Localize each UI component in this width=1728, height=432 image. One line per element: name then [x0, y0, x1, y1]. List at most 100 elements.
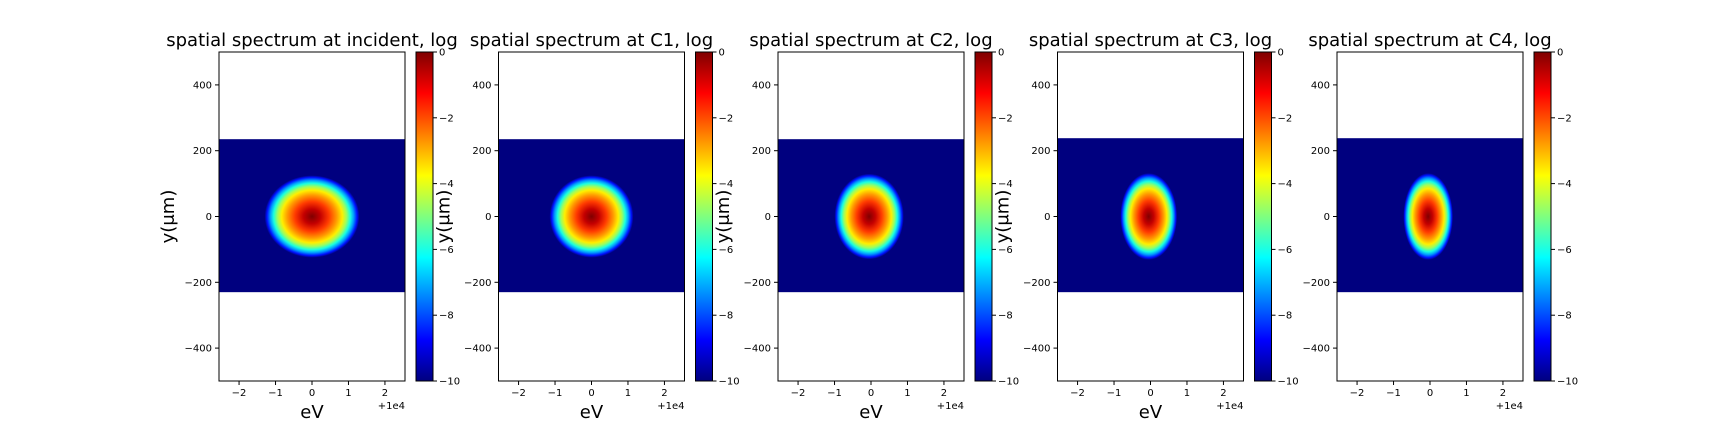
x-tick-label: −1	[268, 388, 283, 399]
intensity-spot	[264, 175, 360, 258]
intensity-spot	[1403, 173, 1453, 260]
y-tick-label: 0	[206, 212, 212, 223]
y-tick-label: 200	[752, 146, 771, 157]
x-offset-label: +1e4	[937, 401, 964, 412]
subplot-3: spatial spectrum at C2, log−2 −1 0 1 2+1e440…	[713, 30, 1019, 423]
y-axis-label: y(μm)	[713, 190, 734, 244]
colorbar-tick-label: −2	[439, 113, 454, 124]
x-tick-label: −2	[791, 388, 806, 399]
colorbar-tick-label: 0	[1278, 48, 1284, 59]
x-tick-label: 1	[345, 388, 351, 399]
colorbar-tick-label: −6	[998, 245, 1013, 256]
colorbar-tick-label: −4	[1278, 179, 1293, 190]
y-axis-label: y(μm)	[993, 190, 1014, 244]
x-axis-label: eV	[859, 402, 883, 423]
colorbar-tick-label: −8	[998, 311, 1013, 322]
colorbar-tick-label: 0	[998, 48, 1004, 59]
chart-title: spatial spectrum at C1, log	[470, 30, 713, 51]
colorbar-tick-label: −10	[1557, 377, 1578, 388]
x-tick-label: 2	[661, 388, 667, 399]
x-tick-label: 0	[1147, 388, 1153, 399]
y-tick-label: −200	[744, 278, 771, 289]
colorbar	[1254, 51, 1272, 382]
colorbar-tick-label: −8	[719, 311, 734, 322]
colorbar-tick-label: −2	[1557, 113, 1572, 124]
y-tick-label: 200	[1311, 146, 1330, 157]
y-tick-label: 200	[472, 146, 491, 157]
colorbar-tick-label: 0	[1557, 48, 1563, 59]
x-tick-label: 1	[904, 388, 910, 399]
y-tick-label: 0	[485, 212, 491, 223]
heatmap-area	[1337, 138, 1523, 293]
x-tick-label: 2	[1500, 388, 1506, 399]
intensity-spot	[549, 175, 634, 258]
colorbar-tick-label: −8	[1557, 311, 1572, 322]
x-tick-label: 1	[1184, 388, 1190, 399]
colorbar	[695, 51, 713, 382]
y-tick-label: 0	[1044, 212, 1050, 223]
x-tick-label: 1	[1463, 388, 1469, 399]
x-tick-label: −2	[232, 388, 247, 399]
x-offset-label: +1e4	[378, 401, 405, 412]
x-tick-label: 0	[1427, 388, 1433, 399]
subplot-5: spatial spectrum at C4, log−2 −1 0 1 2+1e440…	[1303, 30, 1579, 412]
y-tick-label: −400	[1303, 344, 1330, 355]
colorbar-tick-label: 0	[719, 48, 725, 59]
x-tick-label: −1	[548, 388, 563, 399]
y-tick-label: −200	[185, 278, 212, 289]
colorbar-tick-label: −4	[439, 179, 454, 190]
colorbar-tick-label: −6	[439, 245, 454, 256]
colorbar-tick-label: −2	[719, 113, 734, 124]
chart-title: spatial spectrum at C2, log	[749, 30, 992, 51]
x-offset-label: +1e4	[657, 401, 684, 412]
x-tick-label: −2	[511, 388, 526, 399]
x-tick-label: −2	[1070, 388, 1085, 399]
y-axis-label: y(μm)	[434, 190, 455, 244]
y-tick-label: −400	[1023, 344, 1050, 355]
colorbar-tick-label: −2	[1278, 113, 1293, 124]
colorbar-tick-label: −6	[1278, 245, 1293, 256]
heatmap-area	[498, 139, 685, 293]
colorbar	[1533, 51, 1552, 382]
y-tick-label: 0	[1324, 212, 1330, 223]
y-tick-label: 400	[752, 80, 771, 91]
y-tick-label: 0	[765, 212, 771, 223]
colorbar-tick-label: −4	[1557, 179, 1572, 190]
x-axis-label: eV	[580, 402, 604, 423]
y-tick-label: 400	[1311, 80, 1330, 91]
x-tick-label: 2	[382, 388, 388, 399]
y-tick-label: −400	[464, 344, 491, 355]
colorbar-tick-label: −2	[998, 113, 1013, 124]
subplot-2: spatial spectrum at C1, log−2 −1 0 1 2+1e440…	[434, 30, 740, 423]
x-offset-label: +1e4	[1496, 401, 1523, 412]
y-tick-label: 400	[193, 80, 212, 91]
y-tick-label: 400	[472, 80, 491, 91]
y-tick-label: 200	[1031, 146, 1050, 157]
y-tick-label: 400	[1031, 80, 1050, 91]
x-tick-label: −1	[1386, 388, 1401, 399]
x-tick-label: 1	[625, 388, 631, 399]
y-tick-label: −200	[1023, 278, 1050, 289]
colorbar-tick-label: −8	[439, 311, 454, 322]
colorbar	[415, 51, 434, 382]
x-tick-label: 0	[588, 388, 594, 399]
subplot-4: spatial spectrum at C3, log−2 −1 0 1 2+1e440…	[993, 30, 1299, 423]
y-tick-label: −200	[464, 278, 491, 289]
x-tick-label: 2	[941, 388, 947, 399]
colorbar-tick-label: −10	[439, 377, 460, 388]
intensity-spot	[1120, 173, 1178, 260]
colorbar-tick-label: −10	[998, 377, 1019, 388]
x-axis-label: eV	[1139, 402, 1163, 423]
x-offset-label: +1e4	[1216, 401, 1243, 412]
chart-title: spatial spectrum at C4, log	[1308, 30, 1551, 51]
colorbar-tick-label: −4	[998, 179, 1013, 190]
colorbar-tick-label: −8	[1278, 311, 1293, 322]
x-tick-label: −1	[827, 388, 842, 399]
colorbar-tick-label: −4	[719, 179, 734, 190]
heatmap-area	[778, 139, 964, 293]
heatmap-area	[1057, 138, 1244, 293]
colorbar-tick-label: −6	[1557, 245, 1572, 256]
x-tick-label: 0	[868, 388, 874, 399]
chart-title: spatial spectrum at C3, log	[1029, 30, 1272, 51]
